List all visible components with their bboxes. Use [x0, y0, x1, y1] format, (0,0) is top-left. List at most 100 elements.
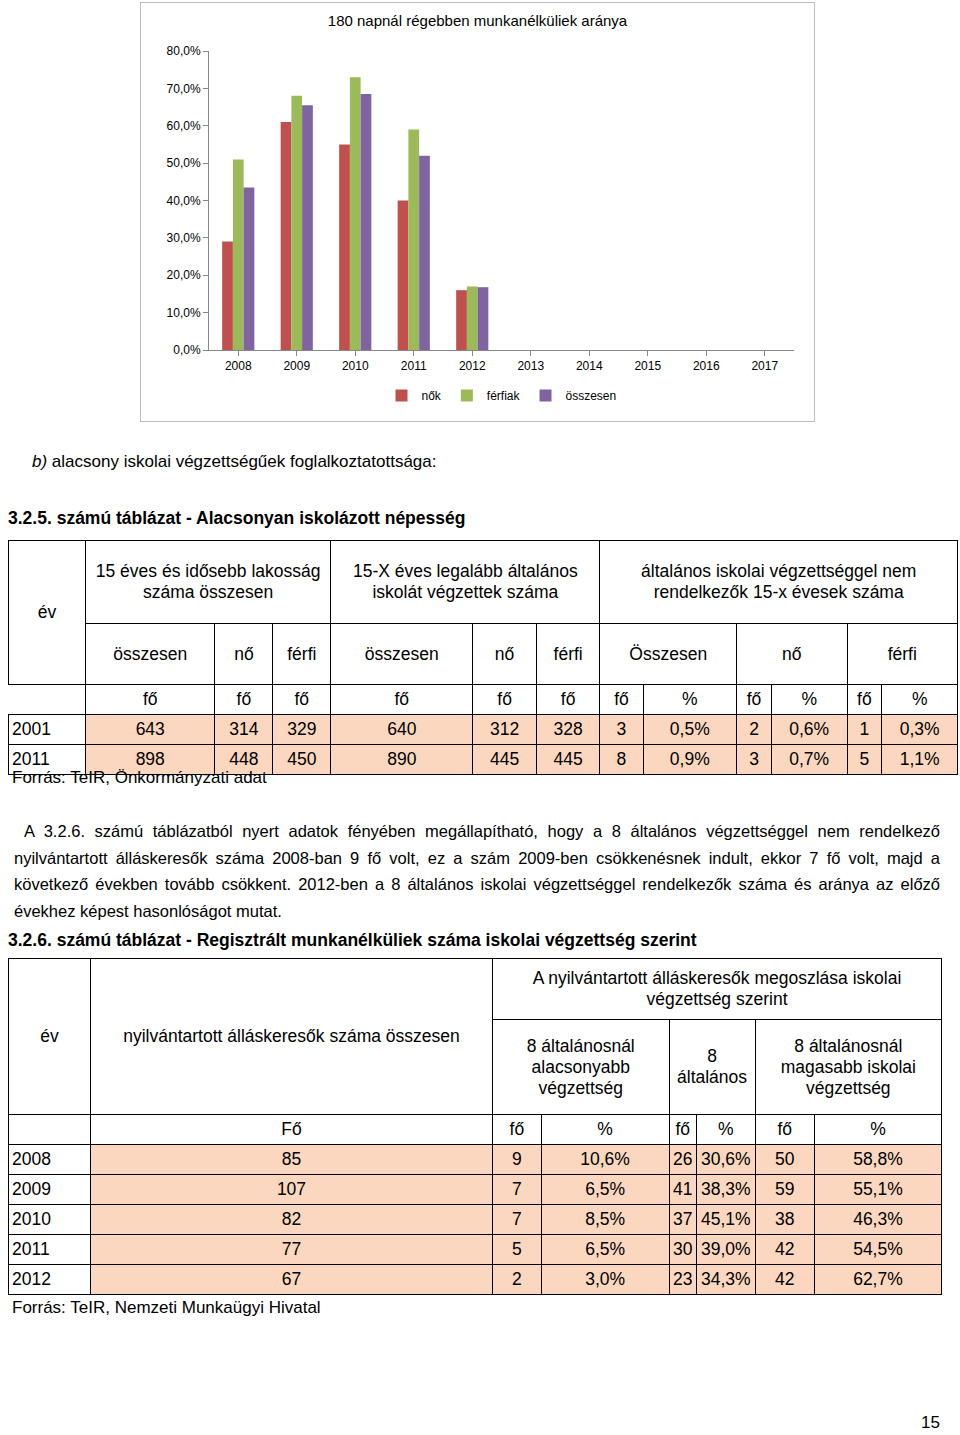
- html-text:8 általánosnál alacsonyabb vég: 8 általánosnál alacsonyabb végzettség: [526, 1035, 635, 1098]
- html-text:82: 82: [281, 1209, 302, 1229]
- html-text:448: 448: [229, 749, 259, 769]
- svg-text:nők: nők: [422, 389, 442, 403]
- html-text:329: 329: [287, 719, 317, 739]
- html-text:42: 42: [775, 1239, 795, 1259]
- html-text:6,5%: 6,5%: [585, 1179, 626, 1199]
- svg-text:2008: 2008: [225, 359, 252, 373]
- svg-text:összesen: összesen: [566, 389, 617, 403]
- html-text:643: 643: [135, 719, 165, 739]
- html-text:30: 30: [673, 1239, 693, 1259]
- html-text:328: 328: [553, 719, 583, 739]
- html-text:férfi: férfi: [287, 643, 317, 664]
- html-text:2010: 2010: [12, 1209, 51, 1229]
- html-text:15 éves és idősebb lakosság sz: 15 éves és idősebb lakosság száma összes…: [95, 561, 321, 602]
- html-text:41: 41: [673, 1179, 693, 1199]
- html-text:2008: 2008: [12, 1149, 51, 1169]
- html-text:0,3%: 0,3%: [899, 719, 940, 739]
- html-text:8 általános: 8 általános: [677, 1046, 748, 1087]
- html-text:8,5%: 8,5%: [585, 1209, 626, 1229]
- svg-text:20,0%: 20,0%: [167, 268, 201, 282]
- svg-text:2012: 2012: [459, 359, 486, 373]
- html-text:39,0%: 39,0%: [700, 1239, 751, 1259]
- html-text:37: 37: [673, 1209, 693, 1229]
- svg-text:50,0%: 50,0%: [167, 156, 201, 170]
- html-text:58,8%: 58,8%: [853, 1149, 903, 1169]
- svg-text:0,0%: 0,0%: [173, 343, 201, 357]
- html-text:6,5%: 6,5%: [585, 1239, 626, 1259]
- html-text:8 általánosnál magasabb iskola: 8 általánosnál magasabb iskolai végzetts…: [780, 1035, 916, 1098]
- html-text:45,1%: 45,1%: [700, 1209, 751, 1229]
- html-text:3.2.5. számú táblázat - Alacso: 3.2.5. számú táblázat - Alacsonyan iskol…: [8, 508, 466, 528]
- html-text:54,5%: 54,5%: [853, 1239, 903, 1259]
- svg-text:2014: 2014: [576, 359, 603, 373]
- html-text:34,3%: 34,3%: [700, 1269, 751, 1289]
- svg-text:2013: 2013: [517, 359, 544, 373]
- html-text:nő: nő: [494, 643, 515, 664]
- html-text:890: 890: [387, 749, 417, 769]
- html-text:Fő: Fő: [281, 1119, 302, 1139]
- html-text:445: 445: [553, 749, 583, 769]
- html-text:Összesen: Összesen: [629, 643, 708, 664]
- html-text:50: 50: [775, 1149, 795, 1169]
- svg-text:80,0%: 80,0%: [167, 44, 201, 58]
- html-text:általános iskolai végzettségge: általános iskolai végzettséggel nem rend…: [641, 561, 917, 602]
- html-text:30,6%: 30,6%: [700, 1149, 751, 1169]
- html-text:312: 312: [490, 719, 520, 739]
- html-text:2012: 2012: [12, 1269, 51, 1289]
- html-text:15-X éves legalább általános i: 15-X éves legalább általános iskolát vég…: [353, 561, 578, 602]
- svg-text:2016: 2016: [693, 359, 720, 373]
- html-text:640: 640: [387, 719, 417, 739]
- svg-text:40,0%: 40,0%: [167, 194, 201, 208]
- svg-text:70,0%: 70,0%: [167, 82, 201, 96]
- html-text:59: 59: [775, 1179, 795, 1199]
- html-text:107: 107: [276, 1179, 307, 1199]
- html-text:38,3%: 38,3%: [700, 1179, 751, 1199]
- html-text:férfi: férfi: [553, 643, 583, 664]
- svg-text:2011: 2011: [401, 359, 427, 373]
- svg-text:60,0%: 60,0%: [167, 119, 201, 133]
- html-text:nyilvántartott álláskeresők sz: nyilvántartott álláskeresők száma összes…: [123, 1026, 460, 1046]
- html-text:898: 898: [135, 749, 165, 769]
- html-text:23: 23: [673, 1269, 693, 1289]
- html-text:77: 77: [281, 1239, 302, 1259]
- html-text:2009: 2009: [12, 1179, 51, 1199]
- html-text:A nyilvántartott álláskeresők: A nyilvántartott álláskeresők megoszlása…: [532, 968, 902, 1009]
- html-text:nő: nő: [234, 643, 254, 664]
- html-text:2011: 2011: [12, 1239, 50, 1259]
- html-text:3.2.6. számú táblázat - Regisz: 3.2.6. számú táblázat - Regisztrált munk…: [8, 930, 697, 950]
- html-text:0,6%: 0,6%: [789, 719, 830, 739]
- svg-text:30,0%: 30,0%: [167, 231, 201, 245]
- html-text:85: 85: [281, 1149, 302, 1169]
- html-text:A 3.2.6. számú táblázatból nye: A 3.2.6. számú táblázatból nyert adatok …: [14, 822, 940, 920]
- html-text:42: 42: [775, 1269, 795, 1289]
- svg-text:2010: 2010: [342, 359, 369, 373]
- svg-text:2009: 2009: [283, 359, 310, 373]
- html-text:67: 67: [281, 1269, 302, 1289]
- html-text:314: 314: [229, 719, 259, 739]
- html-text:1,1%: 1,1%: [899, 749, 940, 769]
- svg-text:180 napnál régebben munkanélkü: 180 napnál régebben munkanélküliek arány…: [328, 12, 628, 29]
- html-text:46,3%: 46,3%: [853, 1209, 903, 1229]
- html-text:445: 445: [490, 749, 520, 769]
- html-text:év: év: [37, 602, 57, 622]
- svg-text:10,0%: 10,0%: [167, 306, 201, 320]
- html-text:0,7%: 0,7%: [789, 749, 830, 769]
- svg-text:férfiak: férfiak: [487, 389, 521, 403]
- html-text:2011: 2011: [12, 749, 50, 769]
- html-text:nő: nő: [782, 643, 802, 664]
- html-text:3,0%: 3,0%: [585, 1269, 626, 1289]
- html-text:10,6%: 10,6%: [580, 1149, 630, 1169]
- html-text:összesen: összesen: [364, 643, 439, 664]
- html-text:0,5%: 0,5%: [669, 719, 710, 739]
- svg-text:2015: 2015: [634, 359, 661, 373]
- html-text:0,9%: 0,9%: [669, 749, 710, 769]
- html-text:38: 38: [775, 1209, 795, 1229]
- html-text:26: 26: [673, 1149, 693, 1169]
- html-text:55,1%: 55,1%: [853, 1179, 903, 1199]
- svg-text:2017: 2017: [751, 359, 778, 373]
- html-text:2001: 2001: [12, 719, 51, 739]
- html-text:összesen: összesen: [113, 643, 188, 664]
- html-text:férfi: férfi: [887, 643, 917, 664]
- html-text:62,7%: 62,7%: [853, 1269, 903, 1289]
- html-text:450: 450: [287, 749, 317, 769]
